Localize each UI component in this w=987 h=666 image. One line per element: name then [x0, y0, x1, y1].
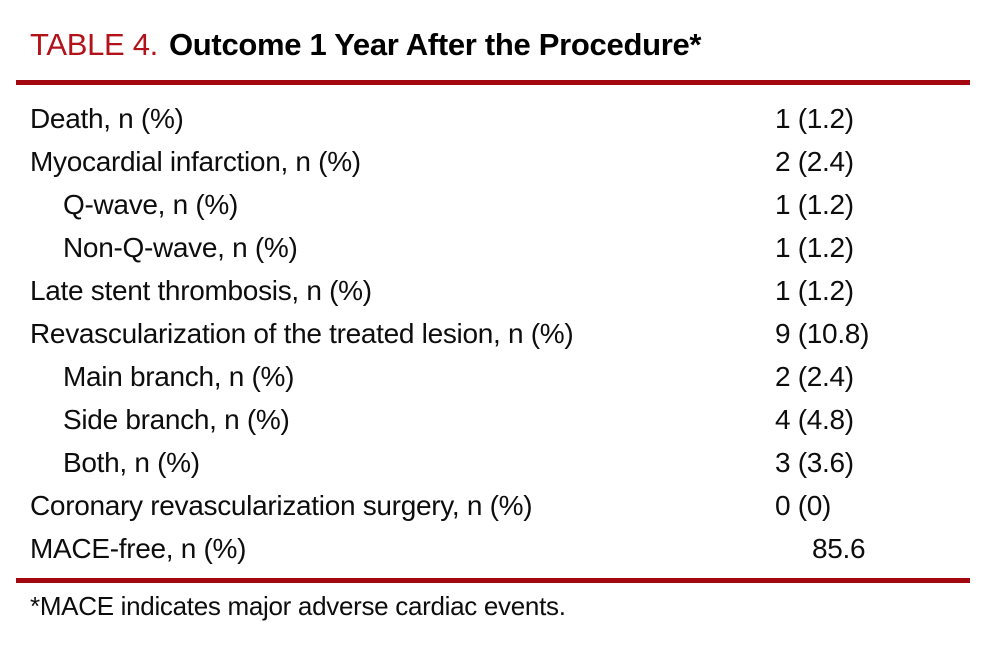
table-row: Side branch, n (%) 4 (4.8)	[16, 398, 970, 441]
row-label: MACE-free, n (%)	[30, 533, 247, 564]
row-value: 1 (1.2)	[775, 189, 854, 220]
row-label: Side branch, n (%)	[63, 404, 290, 435]
table-row: Main branch, n (%) 2 (2.4)	[16, 355, 970, 398]
row-label: Death, n (%)	[30, 103, 184, 134]
table-body: Death, n (%) 1 (1.2) Myocardial infarction…	[16, 97, 970, 570]
row-value: 0 (0)	[775, 490, 832, 521]
row-label: Revascularization of the treated lesion,…	[30, 318, 574, 349]
row-label: Q-wave, n (%)	[63, 189, 239, 220]
row-value: 9 (10.8)	[775, 318, 870, 349]
row-label: Late stent thrombosis, n (%)	[30, 275, 372, 306]
table-row: Non-Q-wave, n (%) 1 (1.2)	[16, 226, 970, 269]
row-value: 2 (2.4)	[775, 361, 854, 392]
row-value: 4 (4.8)	[775, 404, 854, 435]
row-value: 1 (1.2)	[775, 103, 854, 134]
table-row: Myocardial infarction, n (%) 2 (2.4)	[16, 140, 970, 183]
table-caption: Outcome 1 Year After the Procedure*	[168, 27, 702, 62]
row-value: 2 (2.4)	[775, 146, 854, 177]
row-value: 85.6	[812, 533, 866, 564]
row-label: Coronary revascularization surgery, n (%…	[30, 490, 533, 521]
table-row: Revascularization of the treated lesion,…	[16, 312, 970, 355]
table-footnote: *MACE indicates major adverse cardiac ev…	[30, 591, 566, 621]
table-row: MACE-free, n (%) 85.6	[16, 527, 970, 570]
bottom-rule	[16, 578, 970, 583]
row-value: 3 (3.6)	[775, 447, 854, 478]
table-row: Late stent thrombosis, n (%) 1 (1.2)	[16, 269, 970, 312]
row-label: Main branch, n (%)	[63, 361, 295, 392]
row-label: Myocardial infarction, n (%)	[30, 146, 361, 177]
row-value: 1 (1.2)	[775, 232, 854, 263]
table-title: TABLE 4. Outcome 1 Year After the Procedu…	[30, 27, 701, 63]
row-value: 1 (1.2)	[775, 275, 854, 306]
row-label: Non-Q-wave, n (%)	[63, 232, 298, 263]
table-number: TABLE 4.	[30, 27, 158, 62]
table-row: Coronary revascularization surgery, n (%…	[16, 484, 970, 527]
table-row: Q-wave, n (%) 1 (1.2)	[16, 183, 970, 226]
row-label: Both, n (%)	[63, 447, 200, 478]
top-rule	[16, 80, 970, 85]
table-row: Both, n (%) 3 (3.6)	[16, 441, 970, 484]
table-row: Death, n (%) 1 (1.2)	[16, 97, 970, 140]
